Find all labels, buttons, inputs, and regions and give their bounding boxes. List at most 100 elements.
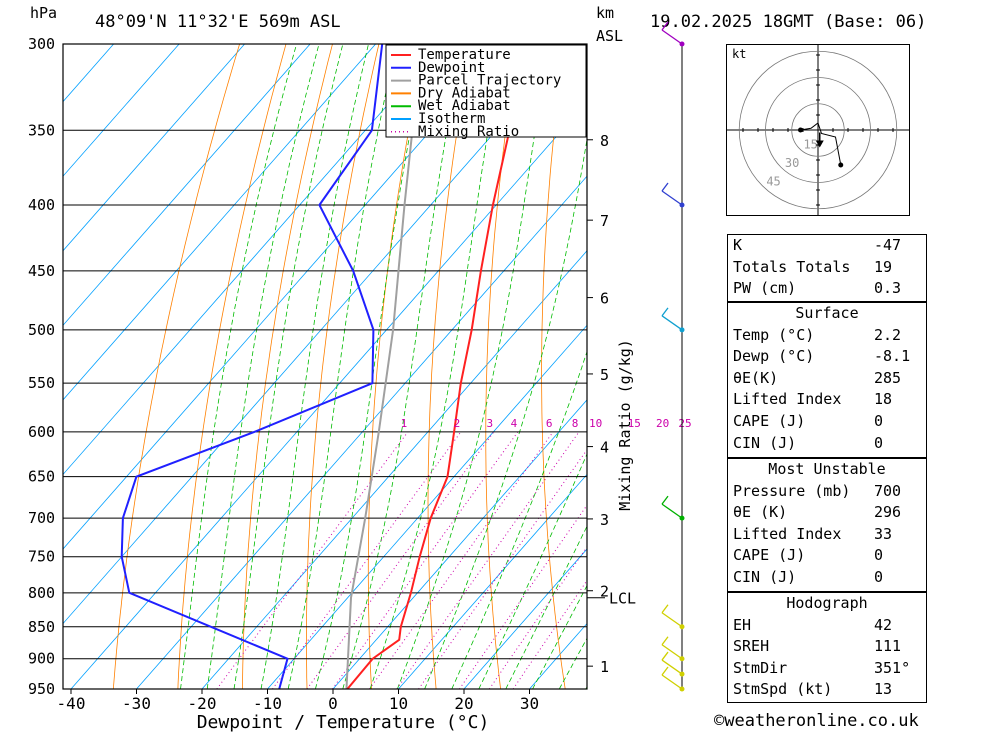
isotherm-line xyxy=(63,44,573,625)
mixing-ratio-label: 6 xyxy=(546,417,553,430)
wet-adiabat-line xyxy=(369,44,503,689)
wet-adiabat-line xyxy=(180,44,297,689)
surface-row: Temp (°C) 2.2 xyxy=(728,325,926,347)
dry-adiabat-line xyxy=(936,44,1000,689)
hodograph: kt 15 30 45 xyxy=(726,44,910,216)
temperature-line xyxy=(346,44,538,689)
mixing-ratio-line xyxy=(216,431,409,689)
mixing-ratio-label: 10 xyxy=(589,417,602,430)
temp-tick-label: -30 xyxy=(122,694,151,713)
temp-tick-label: -10 xyxy=(253,694,282,713)
surface-label: Lifted Index xyxy=(733,390,842,409)
most-unstable-table: Most Unstable Pressure (mb) 700 θE (K) 296 L… xyxy=(727,458,927,592)
most-unstable-row: Lifted Index 33 xyxy=(728,524,926,546)
pressure-tick-label: 800 xyxy=(28,584,55,602)
surface-row: Dewp (°C) -8.1 xyxy=(728,346,926,368)
pressure-tick-label: 350 xyxy=(28,121,55,139)
surface-label: CAPE (J) xyxy=(733,411,806,430)
hodograph-table: Hodograph EH 42 SREH 111 StmDir 351° StmSpd (k… xyxy=(727,592,927,703)
km-tick-label: 4 xyxy=(600,439,609,457)
wind-barb xyxy=(661,503,683,519)
legend-label: Parcel Trajectory xyxy=(418,73,561,89)
hodograph-index-label: SREH xyxy=(733,637,770,656)
mixing-ratio-label: 8 xyxy=(572,417,579,430)
dry-adiabat-line xyxy=(306,44,380,689)
temp-tick-label: -20 xyxy=(188,694,217,713)
wind-barb-flag xyxy=(661,21,669,31)
pressure-tick-label: 850 xyxy=(28,618,55,636)
wet-adiabat-line xyxy=(424,136,587,689)
wind-barb xyxy=(661,29,683,45)
dry-adiabat-line xyxy=(367,44,426,689)
location-title: 48°09'N 11°32'E 569m ASL xyxy=(95,12,341,32)
surface-row: θE(K) 285 xyxy=(728,368,926,390)
wind-barb-flag xyxy=(661,495,669,505)
hodograph-start-dot xyxy=(798,127,803,133)
temp-tick-label: 30 xyxy=(520,694,539,713)
mixing-ratio-line xyxy=(488,545,587,689)
most-unstable-row: θE (K) 296 xyxy=(728,502,926,524)
surface-value: 0 xyxy=(874,433,884,452)
most-unstable-title: Most Unstable xyxy=(768,460,886,478)
surface-value: 18 xyxy=(874,390,893,409)
pressure-tick-label: 500 xyxy=(28,321,55,339)
mixing-ratio-line xyxy=(512,579,587,689)
lcl-label: LCL xyxy=(609,590,636,608)
hodograph-trace xyxy=(800,122,842,166)
most-unstable-label: θE (K) xyxy=(733,503,788,522)
hodograph-ring xyxy=(765,77,871,183)
surface-label: Temp (°C) xyxy=(733,325,815,344)
most-unstable-value: 33 xyxy=(874,524,893,543)
wind-barb-flag xyxy=(661,666,669,676)
wind-barb-flag xyxy=(661,636,669,646)
most-unstable-value: 0 xyxy=(874,567,884,586)
wet-adiabat-line xyxy=(206,44,320,689)
index-label: Totals Totals xyxy=(733,257,851,276)
most-unstable-row: CIN (J) 0 xyxy=(728,567,926,589)
pressure-tick-label: 550 xyxy=(28,374,55,392)
hodograph-ring-label: 45 xyxy=(766,175,780,189)
index-value: 19 xyxy=(874,257,893,276)
km-tick-label: 1 xyxy=(600,658,609,676)
wet-adiabat-line xyxy=(505,525,587,689)
dry-adiabat-line xyxy=(485,44,519,689)
index-label: K xyxy=(733,236,743,254)
surface-label: CIN (J) xyxy=(733,433,797,452)
mixing-ratio-label: 20 xyxy=(656,417,669,430)
hodograph-index-label: EH xyxy=(733,615,752,634)
most-unstable-label: CIN (J) xyxy=(733,567,797,586)
most-unstable-value: 296 xyxy=(874,503,902,522)
footer-credit: ©weatheronline.co.uk xyxy=(714,711,919,731)
surface-label: Dewp (°C) xyxy=(733,347,815,366)
parcel-trajectory-line xyxy=(345,44,423,689)
pressure-tick-label: 650 xyxy=(28,468,55,486)
km-tick-label: 6 xyxy=(600,290,609,308)
storm-motion-arrow xyxy=(815,140,824,148)
wind-barb xyxy=(661,190,683,206)
legend-label: Mixing Ratio xyxy=(418,124,519,140)
pressure-tick-label: 450 xyxy=(28,262,55,280)
hodograph-end-dot xyxy=(838,162,844,168)
km-tick-label: 8 xyxy=(600,132,609,150)
isotherm-line xyxy=(63,44,507,550)
isotherm-line xyxy=(63,44,376,401)
dewpoint-line xyxy=(120,44,384,689)
hodograph-ring xyxy=(738,50,898,210)
asl-label: ASL xyxy=(596,27,624,45)
wind-barb xyxy=(661,315,683,331)
hodograph-index-value: 111 xyxy=(874,637,902,656)
wet-adiabat-line xyxy=(260,44,369,689)
isotherm-line xyxy=(63,44,311,326)
isotherm-line xyxy=(63,44,114,103)
indices-top-table: K -47 Totals Totals 19 PW (cm) 0.3 xyxy=(727,234,927,302)
surface-title: Surface xyxy=(795,304,859,322)
mixing-ratio-line xyxy=(306,431,495,689)
surface-row: CAPE (J) 0 xyxy=(728,411,926,433)
dry-adiabat-line xyxy=(112,44,240,689)
hodograph-index-row: StmSpd (kt) 13 xyxy=(728,679,926,701)
pressure-tick-label: 300 xyxy=(28,35,55,53)
most-unstable-label: CAPE (J) xyxy=(733,546,806,565)
surface-row: CIN (J) 0 xyxy=(728,433,926,455)
pressure-tick-label: 600 xyxy=(28,423,55,441)
